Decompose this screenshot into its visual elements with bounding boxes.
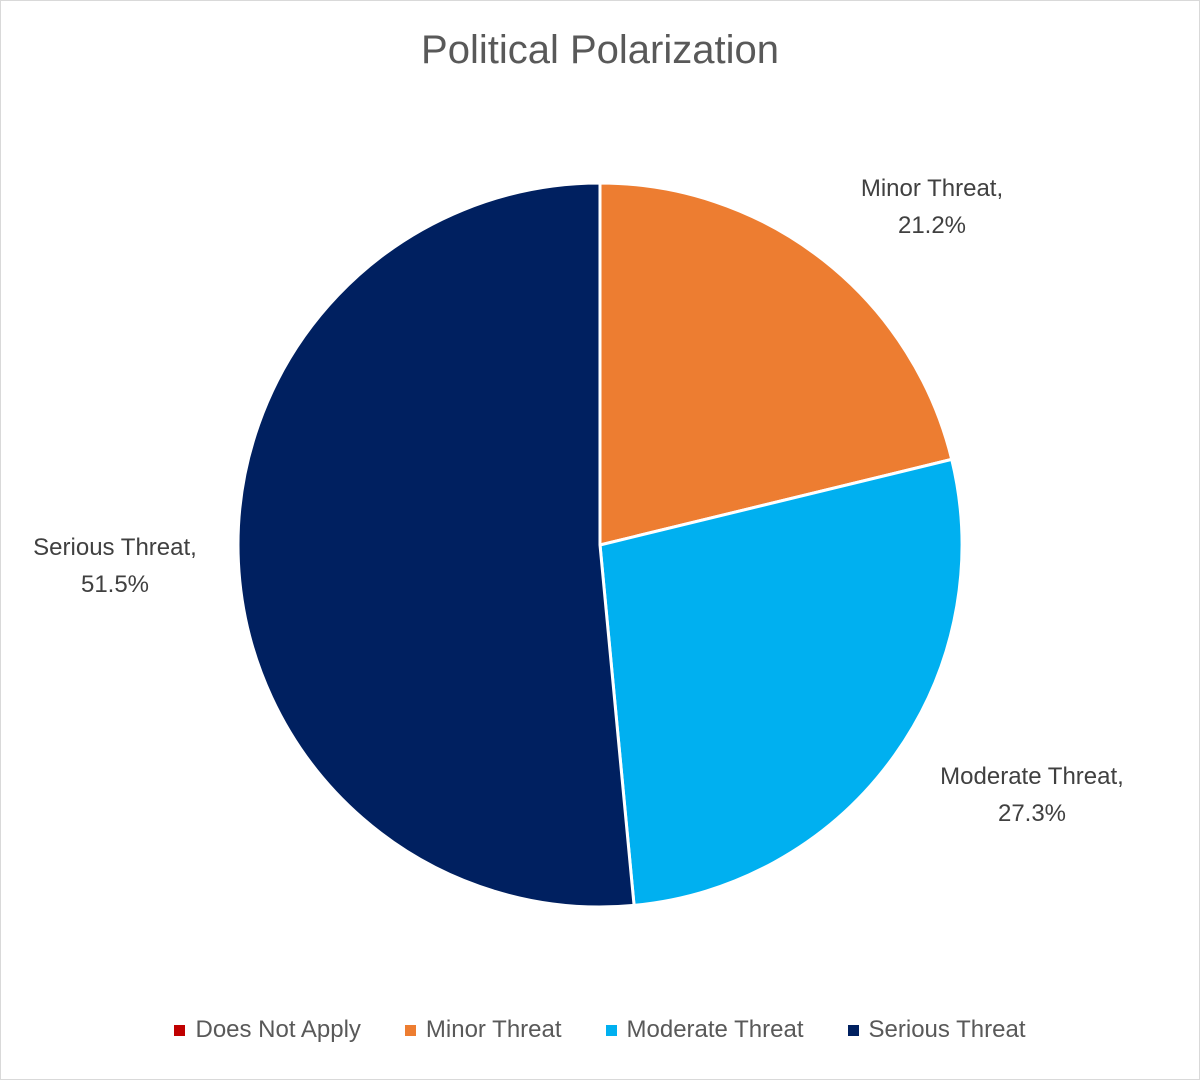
legend-swatch-moderate-threat [605, 1024, 617, 1036]
data-label-serious-threat-category: Serious Threat, [33, 534, 197, 561]
legend-item-moderate-threat[interactable]: Moderate Threat [605, 1016, 804, 1044]
data-label-minor-threat-value: 21.2% [897, 212, 967, 239]
legend-swatch-minor-threat [404, 1024, 416, 1036]
pie-slice-serious-threat[interactable] [236, 181, 636, 909]
legend-swatch-serious-threat [847, 1024, 859, 1036]
legend-label-moderate-threat: Moderate Threat [626, 1016, 804, 1043]
legend-item-minor-threat[interactable]: Minor Threat [404, 1016, 562, 1044]
pie-slice-minor-threat[interactable] [598, 181, 954, 547]
data-label-moderate-threat-value: 27.3% [997, 800, 1067, 827]
chart-title: Political Polarization [421, 28, 779, 72]
data-label-serious-threat-value: 51.5% [80, 571, 150, 598]
data-label-serious-threat: Serious Threat, 51.5% [10, 529, 220, 603]
legend-label-serious-threat: Serious Threat [868, 1016, 1026, 1043]
legend: Does Not Apply Minor Threat Moderate Thr… [0, 1010, 1200, 1050]
data-label-minor-threat: Minor Threat, 21.2% [832, 170, 1032, 244]
data-label-moderate-threat: Moderate Threat, 27.3% [912, 758, 1152, 832]
legend-label-does-not-apply: Does Not Apply [195, 1016, 361, 1043]
legend-item-serious-threat[interactable]: Serious Threat [847, 1016, 1026, 1044]
data-label-moderate-threat-category: Moderate Threat, [940, 763, 1124, 790]
legend-swatch-does-not-apply [174, 1024, 186, 1036]
pie-slice-moderate-threat[interactable] [598, 457, 964, 907]
legend-label-minor-threat: Minor Threat [425, 1016, 562, 1043]
legend-item-does-not-apply[interactable]: Does Not Apply [174, 1016, 361, 1044]
data-label-minor-threat-category: Minor Threat, [860, 175, 1004, 202]
